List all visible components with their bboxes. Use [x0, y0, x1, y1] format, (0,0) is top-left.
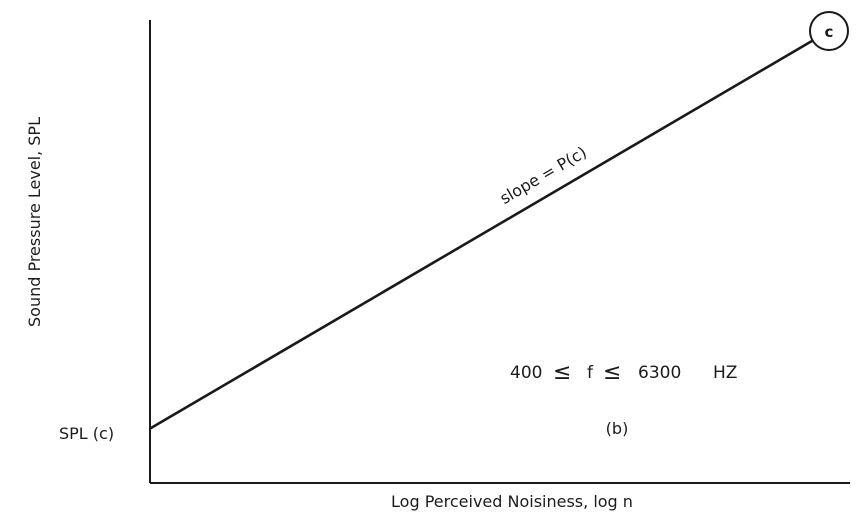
x-axis-label: Log Perceived Noisiness, log n — [391, 492, 633, 511]
frequency-range: 400 ≤ f ≤ 6300 HZ — [510, 360, 737, 385]
trend-line — [149, 36, 819, 430]
frequency-unit: HZ — [713, 363, 737, 383]
endpoint-marker: c — [809, 11, 849, 51]
panel-label: (b) — [606, 419, 629, 438]
intercept-label: SPL (c) — [59, 424, 114, 443]
frequency-low: 400 — [510, 363, 542, 383]
frequency-relation-1: ≤ — [553, 360, 571, 385]
y-axis-label: Sound Pressure Level, SPL — [25, 117, 44, 327]
endpoint-marker-circle — [809, 11, 849, 51]
frequency-high: 6300 — [638, 363, 681, 383]
endpoint-marker-label: c — [825, 23, 834, 41]
frequency-relation-2: ≤ — [603, 360, 621, 385]
frequency-variable: f — [587, 363, 594, 383]
